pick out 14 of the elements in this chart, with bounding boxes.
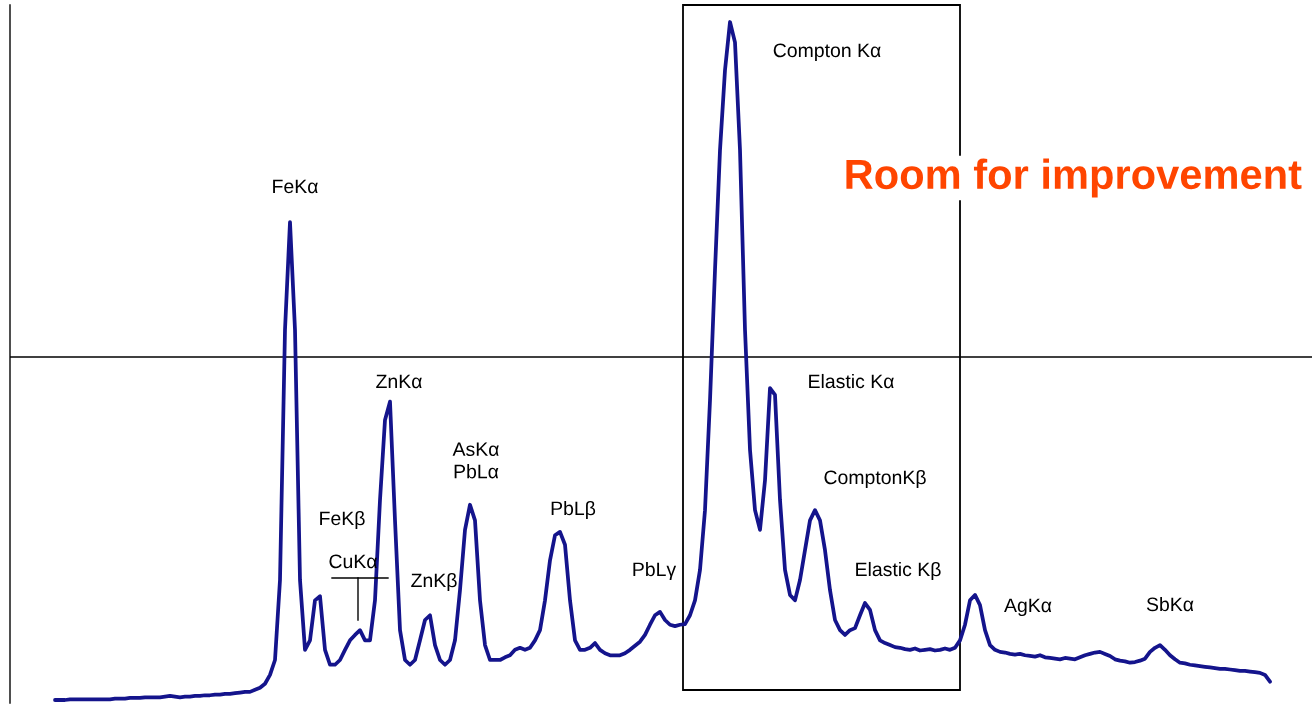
annotation: AgKα (1004, 598, 1052, 617)
annotation: ZnKβ (411, 572, 457, 592)
annotation: FeKβ (320, 510, 365, 530)
annotation: Elastic Kβ (856, 561, 941, 581)
annotation: Compton Kα (773, 43, 881, 62)
annotation: AsKα PbLα (452, 442, 499, 479)
annotation: ZnKα (376, 374, 422, 389)
annotation: PbLγ (633, 561, 677, 581)
annotation: ComptonKβ (824, 469, 926, 489)
annotation: Elastic Kα (809, 373, 894, 389)
annotation: FeKα (273, 179, 318, 194)
annotation: Room for improvement (846, 158, 1302, 198)
annotation: SbKα (1146, 596, 1194, 612)
annotation: PbLβ (551, 500, 596, 520)
